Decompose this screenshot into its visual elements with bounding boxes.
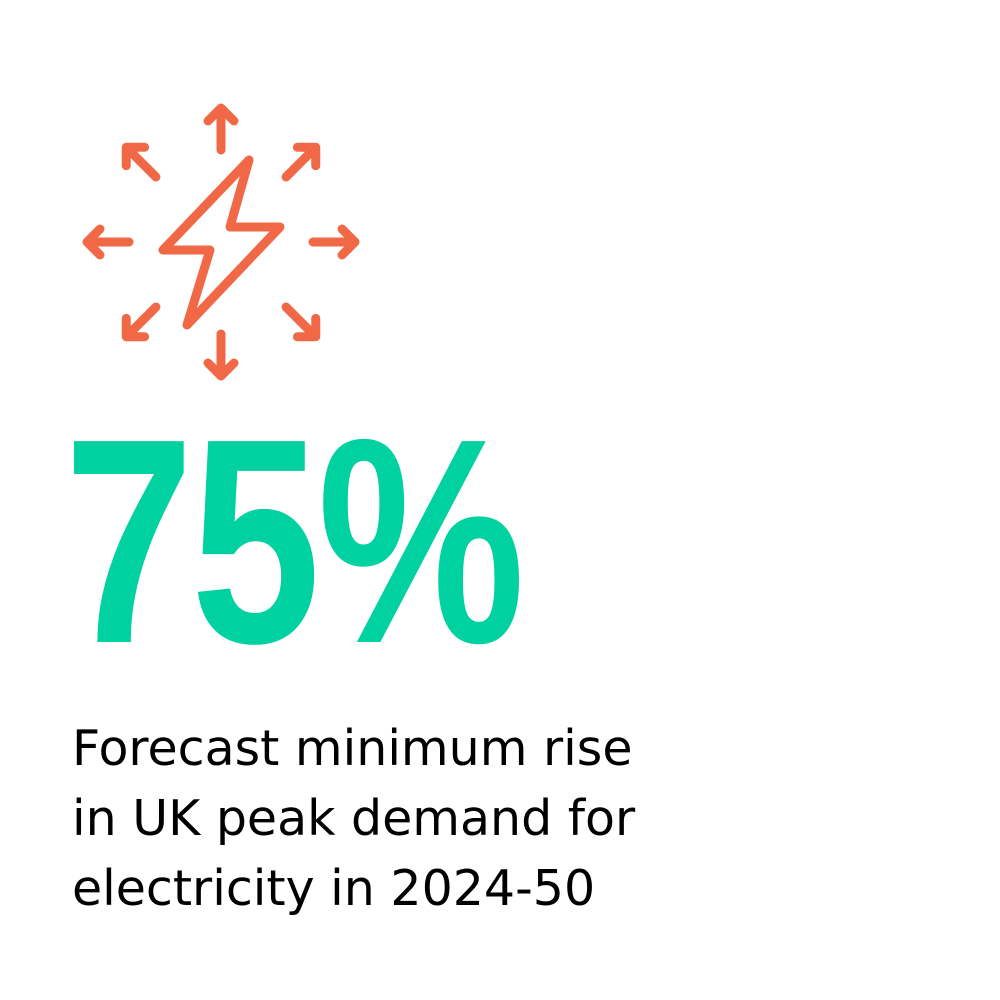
arrow-icon [203,329,239,381]
arrow-icon [308,224,360,260]
arrow-icon [281,302,321,342]
caption-line: in UK peak demand for [72,790,636,847]
lightning-bolt-radiating-arrows-icon [82,103,360,381]
stat-caption: Forecast minimum rise in UK peak demand … [72,714,635,924]
caption-line: electricity in 2024-50 [72,860,596,917]
arrow-icon [281,142,321,182]
lightning-bolt-icon [158,155,285,330]
arrow-icon [121,142,161,182]
caption-line: Forecast minimum rise [72,720,633,777]
arrow-icon [82,224,134,260]
headline-stat: 75% [64,378,525,704]
arrow-icon [121,302,161,342]
arrow-icon [203,103,239,155]
